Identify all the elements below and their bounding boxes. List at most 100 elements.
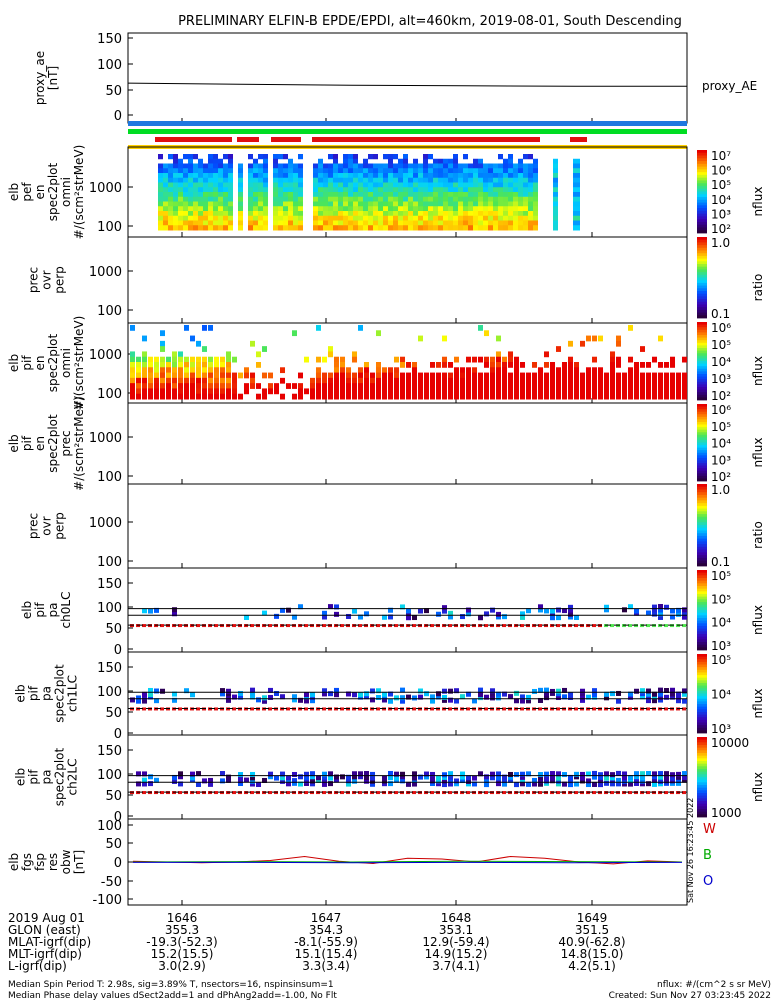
- colorbar-swatch: [697, 450, 707, 453]
- spectrogram-cell: [313, 178, 318, 183]
- spectrogram-cell: [256, 362, 261, 368]
- colorbar-swatch: [697, 555, 707, 558]
- spectrogram-cell: [193, 192, 198, 197]
- spectrogram-cell: [483, 164, 488, 169]
- spectrogram-cell: [458, 178, 463, 183]
- y-tick-label: 0: [114, 727, 122, 742]
- spectrogram-cell: [586, 394, 591, 400]
- spectrogram-cell: [353, 197, 358, 202]
- pitch-angle-cell: [352, 692, 357, 697]
- spectrogram-cell: [528, 164, 533, 169]
- spectrogram-cell: [472, 373, 477, 379]
- spectrogram-cell: [163, 192, 168, 197]
- fgs-legend-O: O: [703, 874, 713, 889]
- colorbar-swatch: [697, 305, 707, 308]
- spectrogram-cell: [328, 154, 333, 159]
- pitch-angle-cell: [310, 692, 315, 697]
- colorbar-swatch: [697, 544, 707, 547]
- spectrogram-cell: [263, 183, 268, 188]
- spectrogram-cell: [248, 202, 253, 207]
- spectrogram-cell: [553, 173, 558, 178]
- spectrogram-cell: [458, 202, 463, 207]
- y-axis-label: ovr: [40, 516, 54, 535]
- spectrogram-cell: [553, 178, 558, 183]
- spectrogram-cell: [288, 192, 293, 197]
- colorbar-swatch: [697, 397, 707, 400]
- colorbar-swatch: [697, 761, 707, 764]
- spectrogram-cell: [573, 202, 580, 207]
- spectrogram-cell: [423, 187, 428, 192]
- pitch-angle-cell: [382, 776, 387, 781]
- spectrogram-cell: [258, 178, 263, 183]
- y-axis-label: prec: [59, 430, 73, 456]
- spectrogram-cell: [193, 216, 198, 221]
- proxy-ae-legend: proxy_AE: [702, 79, 757, 93]
- spectrogram-cell: [503, 206, 508, 211]
- spectrogram-cell: [253, 211, 258, 216]
- spectrogram-cell: [370, 378, 375, 384]
- spectrogram-cell: [313, 187, 318, 192]
- spectrogram-cell: [652, 373, 657, 379]
- spectrogram-cell: [196, 341, 201, 347]
- spectrogram-cell: [323, 216, 328, 221]
- spectrogram-cell: [493, 197, 498, 202]
- y-axis-label: pif: [33, 602, 47, 618]
- spectrogram-cell: [278, 192, 283, 197]
- spectrogram-cell: [418, 394, 423, 400]
- spectrogram-cell: [183, 187, 188, 192]
- spectrogram-cell: [463, 187, 468, 192]
- y-tick-label: 100: [97, 685, 122, 700]
- spectrogram-cell: [513, 164, 518, 169]
- spectrogram-cell: [503, 197, 508, 202]
- spectrogram-cell: [198, 164, 203, 169]
- spectrogram-cell: [363, 173, 368, 178]
- pitch-angle-cell: [190, 692, 195, 697]
- pitch-angle-cell: [670, 772, 675, 777]
- colorbar-swatch: [697, 225, 707, 228]
- spectrogram-cell: [592, 394, 597, 400]
- spectrogram-cell: [418, 168, 423, 173]
- spectrogram-cell: [466, 367, 471, 373]
- colorbar-swatch: [697, 371, 707, 374]
- spectrogram-cell: [208, 206, 213, 211]
- pitch-angle-cell: [436, 612, 441, 617]
- spectrogram-cell: [333, 206, 338, 211]
- spectrogram-cell: [640, 394, 645, 400]
- spectrogram-cell: [173, 173, 178, 178]
- spectrogram-cell: [220, 367, 225, 373]
- spectrogram-cell: [544, 378, 549, 384]
- spectrogram-cell: [273, 164, 278, 169]
- y-axis-label: perp: [53, 512, 67, 540]
- spectrogram-cell: [313, 183, 318, 188]
- spectrogram-cell: [523, 221, 528, 226]
- spectrogram-cell: [258, 221, 263, 226]
- colorbar-swatch: [697, 517, 707, 520]
- spectrogram-cell: [298, 383, 303, 389]
- spectrogram-cell: [363, 211, 368, 216]
- spectrogram-cell: [574, 388, 579, 394]
- spectrogram-cell: [142, 378, 147, 384]
- spectrogram-cell: [288, 211, 293, 216]
- spectrogram-cell: [343, 202, 348, 207]
- spectrogram-cell: [288, 168, 293, 173]
- colorbar-swatch: [697, 205, 707, 208]
- spectrogram-cell: [238, 394, 243, 400]
- spectrogram-cell: [523, 168, 528, 173]
- spectrogram-cell: [328, 187, 333, 192]
- spectrogram-cell: [484, 362, 489, 368]
- spectrogram-cell: [340, 394, 345, 400]
- spectrogram-cell: [378, 206, 383, 211]
- status-bar-red: [312, 137, 540, 142]
- colorbar-tick-label: 10⁶: [711, 321, 731, 335]
- spectrogram-cell: [573, 168, 580, 173]
- spectrogram-cell: [166, 388, 171, 394]
- spectrogram-cell: [368, 154, 373, 159]
- spectrogram-cell: [553, 202, 558, 207]
- spectrogram-cell: [443, 168, 448, 173]
- footer-note: Median Spin Period T: 2.98s, sig=3.89% T…: [8, 980, 334, 990]
- spectrogram-cell: [573, 178, 580, 183]
- spectrogram-cell: [363, 192, 368, 197]
- spectrogram-cell: [568, 378, 573, 384]
- spectrogram-cell: [490, 383, 495, 389]
